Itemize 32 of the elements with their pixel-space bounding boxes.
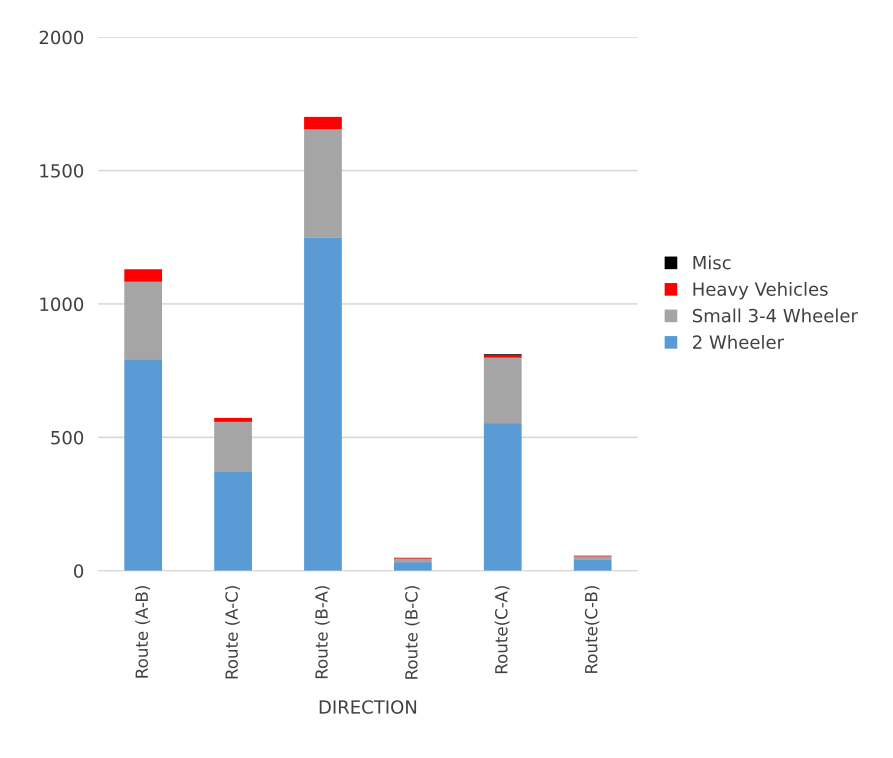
legend-label: Heavy Vehicles xyxy=(693,282,828,300)
bar xyxy=(394,562,432,571)
bar xyxy=(574,556,612,560)
y-tick-label: 2000 xyxy=(40,30,84,44)
x-tick-label: Route (A-B) xyxy=(135,586,150,678)
bar xyxy=(124,359,162,571)
bar xyxy=(484,358,522,424)
bar xyxy=(214,472,252,571)
bar xyxy=(124,269,162,282)
x-axis-title: DIRECTION xyxy=(320,700,416,714)
bar xyxy=(484,423,522,571)
bar xyxy=(214,422,252,472)
x-tick-label: Route(C-B) xyxy=(584,586,600,673)
legend-label: 2 Wheeler xyxy=(693,334,784,349)
bar xyxy=(124,282,162,360)
bar xyxy=(214,418,252,422)
legend-label: Misc xyxy=(693,255,731,270)
x-tick-label: Route (B-C) xyxy=(404,586,420,679)
bar xyxy=(574,560,612,571)
bar xyxy=(304,129,342,238)
x-tick-label: Route (B-A) xyxy=(314,586,330,678)
bar xyxy=(304,238,342,571)
legend-label: Small 3-4 Wheeler xyxy=(692,308,858,322)
bar xyxy=(394,558,432,563)
x-tick-label: Route(C-A) xyxy=(494,586,510,674)
y-tick-label: 1500 xyxy=(40,164,84,178)
y-tick-label: 500 xyxy=(51,430,84,444)
y-tick-label: 1000 xyxy=(40,297,84,312)
x-tick-label: Route (A-C) xyxy=(225,586,240,678)
bar xyxy=(304,116,342,130)
y-tick-label: 0 xyxy=(74,564,84,578)
bar xyxy=(484,354,522,358)
